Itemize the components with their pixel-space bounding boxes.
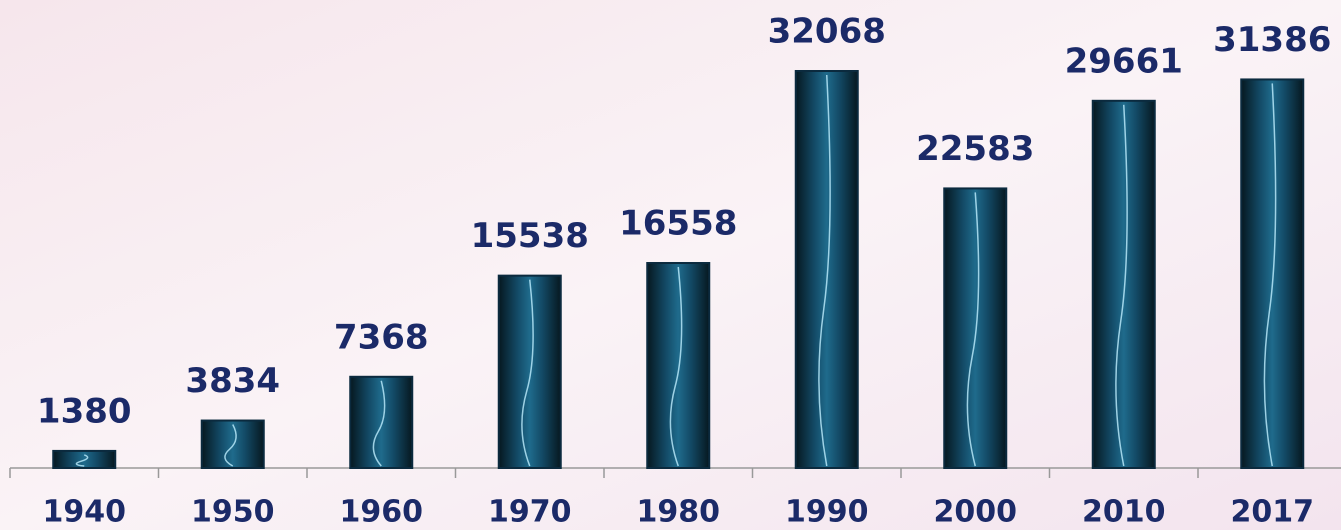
bar [646,262,711,469]
bar-glow [1115,104,1128,467]
bar [349,375,414,469]
x-tick-label: 1980 [637,495,721,530]
x-tick-label: 2010 [1082,495,1166,530]
bar-glow [224,424,237,467]
bar-glow [372,380,386,467]
bar [1240,78,1305,470]
value-label: 1380 [37,391,132,431]
bar-glow [669,266,683,467]
bar-glow [1263,83,1277,467]
value-label: 3834 [185,361,280,401]
value-label: 32068 [768,12,886,52]
value-label: 22583 [916,129,1034,169]
x-tick-label: 1940 [43,495,127,530]
bar-glow [75,454,89,467]
bar [943,187,1008,469]
x-tick-label: 1970 [488,495,572,530]
value-label: 7368 [334,317,429,357]
x-tick-label: 2000 [934,495,1018,530]
value-label: 29661 [1065,41,1183,81]
value-label: 15538 [471,216,589,256]
bar [1091,99,1156,469]
bar-glow [818,74,831,467]
value-label: 31386 [1213,20,1331,60]
x-tick-label: 1960 [340,495,424,530]
bar [794,70,859,469]
bar [200,419,265,470]
x-tick-label: 2017 [1231,495,1315,530]
bar [497,274,562,469]
x-tick-label: 1990 [785,495,869,530]
bar-glow [521,279,534,467]
bar-glow [966,192,980,467]
value-label: 16558 [619,204,737,244]
x-tick-label: 1950 [191,495,275,530]
